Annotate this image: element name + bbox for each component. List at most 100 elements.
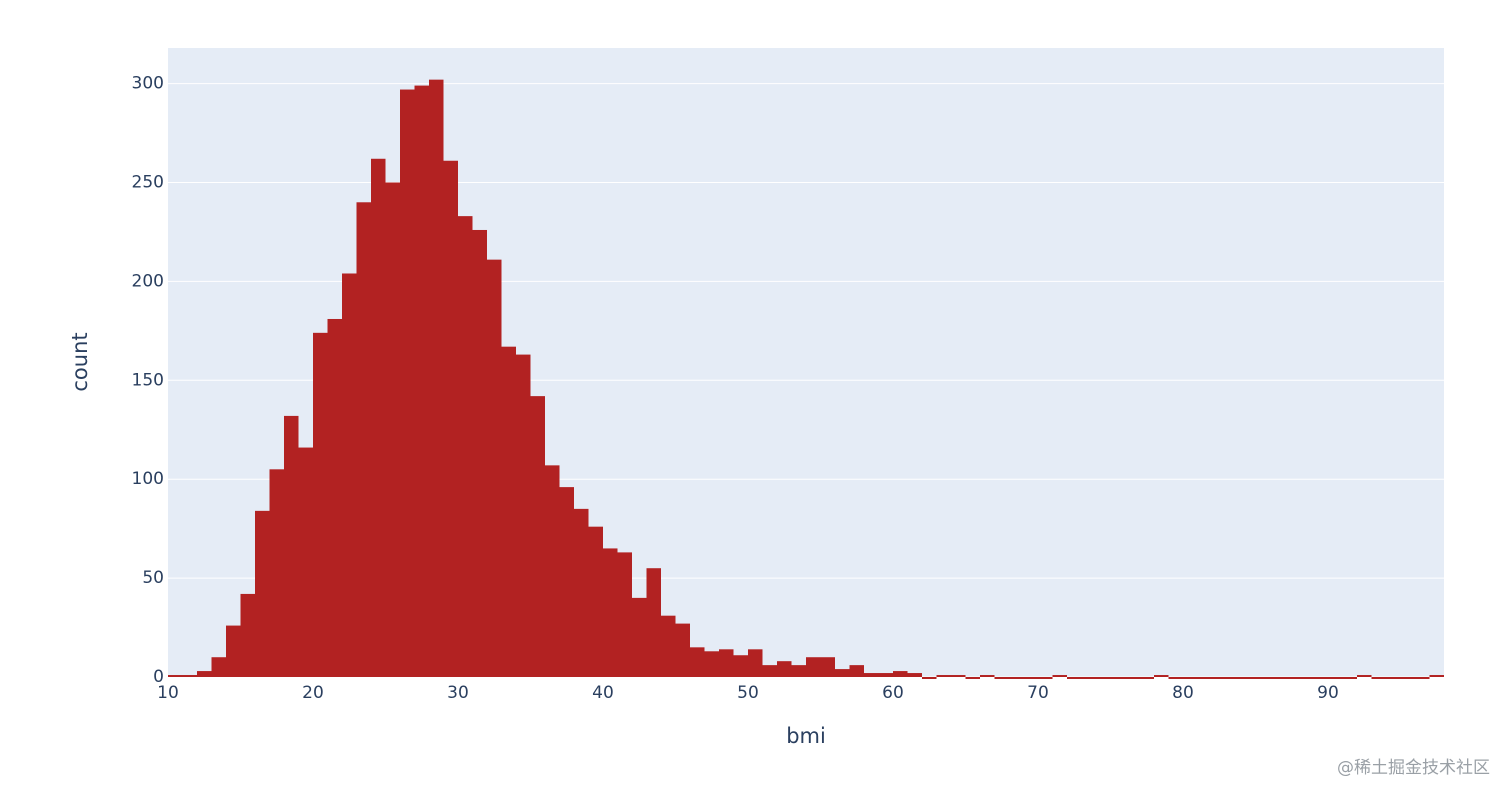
bar <box>1371 677 1386 679</box>
bar <box>327 318 342 677</box>
bar <box>574 508 589 677</box>
bar <box>922 677 937 679</box>
bar <box>646 568 661 677</box>
bar <box>878 673 893 677</box>
x-tick-label: 50 <box>737 683 759 703</box>
bar <box>1342 677 1357 679</box>
bar <box>356 202 371 677</box>
bar <box>719 649 734 677</box>
x-tick-label: 80 <box>1172 683 1194 703</box>
y-axis-title: count <box>68 332 92 391</box>
bar <box>733 655 748 677</box>
bar <box>1067 677 1082 679</box>
bar <box>1168 677 1183 679</box>
bar <box>864 673 879 677</box>
bar <box>1284 677 1299 679</box>
bar <box>936 675 951 677</box>
bar <box>632 597 647 677</box>
bar <box>603 548 618 677</box>
bar <box>1241 677 1256 679</box>
bar <box>298 447 313 677</box>
bar <box>994 677 1009 679</box>
bar <box>893 671 908 677</box>
bar <box>1110 677 1125 679</box>
bar <box>1386 677 1401 679</box>
bar <box>1139 677 1154 679</box>
y-tick-label: 200 <box>132 271 164 291</box>
bar <box>1400 677 1415 679</box>
x-tick-label: 10 <box>157 683 179 703</box>
bar <box>835 669 850 677</box>
bar <box>1183 677 1198 679</box>
y-tick-label: 150 <box>132 370 164 390</box>
bar <box>516 354 531 677</box>
bar <box>1226 677 1241 679</box>
bar <box>211 657 226 677</box>
bar <box>1038 677 1053 679</box>
bar <box>1328 677 1343 679</box>
x-tick-label: 60 <box>882 683 904 703</box>
bar <box>588 526 603 677</box>
bar <box>965 677 980 679</box>
y-tick-label: 50 <box>142 568 164 588</box>
bar <box>1212 677 1227 679</box>
bar <box>342 273 357 677</box>
bar <box>240 593 255 677</box>
bar <box>1023 677 1038 679</box>
bar <box>1299 677 1314 679</box>
bar <box>661 615 676 677</box>
bar <box>472 229 487 677</box>
x-tick-label: 70 <box>1027 683 1049 703</box>
y-tick-label: 250 <box>132 173 164 193</box>
bar <box>414 85 429 677</box>
bar <box>197 671 212 677</box>
bar <box>791 665 806 677</box>
y-tick-label: 100 <box>132 469 164 489</box>
x-tick-label: 40 <box>592 683 614 703</box>
bar <box>545 465 560 677</box>
bar <box>1009 677 1024 679</box>
x-tick-label: 90 <box>1317 683 1339 703</box>
bar <box>806 657 821 677</box>
bar <box>1125 677 1140 679</box>
x-tick-label: 20 <box>302 683 324 703</box>
bar <box>1415 677 1430 679</box>
bar <box>168 675 183 677</box>
bar <box>269 469 284 677</box>
bar <box>907 673 922 677</box>
bar <box>675 623 690 677</box>
x-tick-label: 30 <box>447 683 469 703</box>
bar <box>1313 677 1328 679</box>
bar <box>704 651 719 677</box>
bar <box>1255 677 1270 679</box>
bar <box>313 332 328 677</box>
bar <box>559 487 574 677</box>
bar <box>400 89 415 678</box>
bar <box>762 665 777 677</box>
bar <box>226 625 241 677</box>
bar <box>284 415 299 677</box>
bar <box>1052 675 1067 677</box>
bar <box>690 647 705 677</box>
bar <box>1270 677 1285 679</box>
bar <box>530 396 545 677</box>
bar <box>429 79 444 677</box>
bar <box>820 657 835 677</box>
bar <box>371 158 386 678</box>
bar <box>1357 675 1372 677</box>
bar <box>443 160 458 677</box>
bar <box>748 649 763 677</box>
bar <box>1081 677 1096 679</box>
bar <box>385 182 400 677</box>
bar <box>458 216 473 677</box>
y-tick-label: 300 <box>132 74 164 94</box>
bar <box>980 675 995 677</box>
bar <box>255 510 270 677</box>
bar <box>182 675 197 677</box>
x-axis-title: bmi <box>786 724 826 748</box>
bar <box>501 346 516 677</box>
bar <box>1197 677 1212 679</box>
bar <box>1154 675 1169 677</box>
bar <box>951 675 966 677</box>
